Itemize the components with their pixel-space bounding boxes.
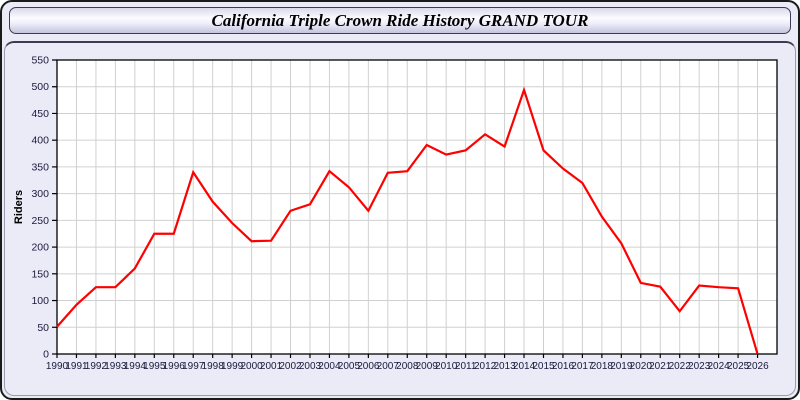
x-tick-label: 2015 <box>532 361 555 372</box>
x-tick-label: 2013 <box>493 361 516 372</box>
x-tick-label: 1994 <box>124 361 147 372</box>
y-tick-label: 50 <box>37 322 49 334</box>
y-tick-label: 450 <box>31 108 49 120</box>
x-tick-label: 2018 <box>591 361 614 372</box>
riders-series-line <box>56 86 759 355</box>
x-tick-label: 2001 <box>260 361 283 372</box>
y-tick-label: 300 <box>31 188 49 200</box>
x-tick-label: 2007 <box>377 361 400 372</box>
x-tick-label: 2019 <box>610 361 633 372</box>
x-tick-label: 1995 <box>143 361 166 372</box>
x-tick-label: 2022 <box>669 361 692 372</box>
x-tick-label: 2024 <box>707 361 730 372</box>
plot-border <box>56 59 778 355</box>
y-tick-label: 150 <box>31 268 49 280</box>
y-tick-label: 400 <box>31 135 49 147</box>
x-tick-label: 2003 <box>299 361 322 372</box>
plot-area <box>57 60 777 354</box>
x-tick-label: 2014 <box>513 361 536 372</box>
x-tick-label: 2017 <box>571 361 594 372</box>
x-tick-label: 1992 <box>85 361 108 372</box>
y-tick-label: 550 <box>31 55 49 67</box>
x-tick-label: 1997 <box>182 361 205 372</box>
x-tick-label: 2004 <box>318 361 341 372</box>
x-tick-label: 2016 <box>552 361 575 372</box>
x-tick-label: 2011 <box>455 361 477 372</box>
x-tick-label: 2000 <box>240 361 263 372</box>
page-title: California Triple Crown Ride History GRA… <box>211 10 589 30</box>
y-tick-label: 500 <box>31 81 49 93</box>
x-tick-label: 2021 <box>649 361 672 372</box>
x-tick-label: 2010 <box>435 361 458 372</box>
x-tick-label: 2002 <box>279 361 302 372</box>
x-tick-label: 2008 <box>396 361 419 372</box>
y-tick-label: 200 <box>31 242 49 254</box>
title-bar: California Triple Crown Ride History GRA… <box>9 7 791 34</box>
y-tick-label: 350 <box>31 161 49 173</box>
x-tick-label: 2025 <box>727 361 750 372</box>
y-tick-label: 0 <box>43 349 49 361</box>
x-tick-label: 1990 <box>46 361 69 372</box>
x-tick-label: 2026 <box>746 361 769 372</box>
x-tick-label: 2005 <box>338 361 361 372</box>
x-tick-label: 1993 <box>104 361 127 372</box>
x-tick-label: 2020 <box>630 361 653 372</box>
x-tick-label: 2012 <box>474 361 497 372</box>
x-tick-label: 1991 <box>65 361 88 372</box>
y-axis-title: Riders <box>13 190 25 224</box>
x-tick-label: 2023 <box>688 361 711 372</box>
x-tick-label: 2006 <box>357 361 380 372</box>
x-tick-label: 1996 <box>163 361 186 372</box>
y-tick-label: 250 <box>31 215 49 227</box>
x-tick-label: 1998 <box>202 361 225 372</box>
x-tick-label: 2009 <box>416 361 439 372</box>
x-tick-label: 1999 <box>221 361 244 372</box>
y-tick-label: 100 <box>31 295 49 307</box>
